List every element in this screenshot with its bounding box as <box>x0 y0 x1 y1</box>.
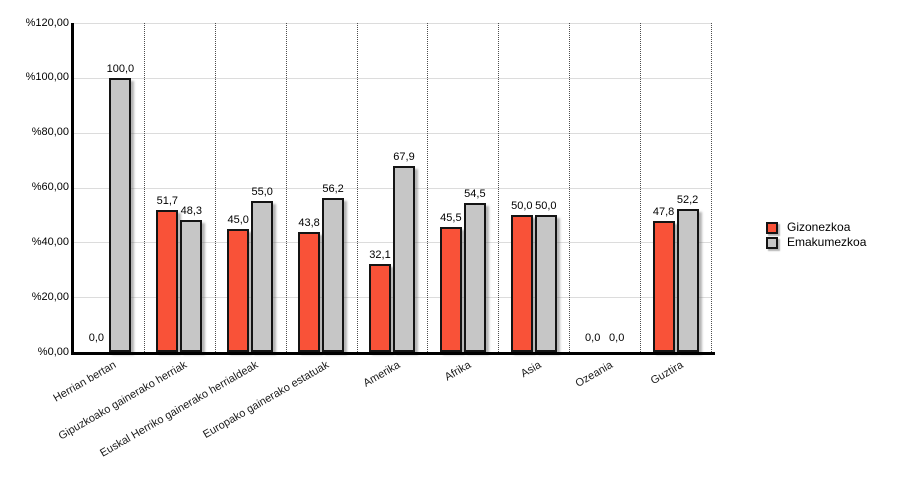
bar-gizonezkoa-9 <box>652 220 675 352</box>
value-label-gizonezkoa-5: 32,1 <box>369 249 391 261</box>
y-tick-label: %80,00 <box>31 126 69 139</box>
bar-emakumezkoa-5 <box>393 165 415 352</box>
value-label-emakumezkoa-2: 48,3 <box>180 204 202 217</box>
value-label-gizonezkoa-8: 0,0 <box>585 332 601 344</box>
value-label-emakumezkoa-9: 52,2 <box>676 193 699 206</box>
value-label-emakumezkoa-4: 56,2 <box>322 182 344 195</box>
y-tick-label: %60,00 <box>31 181 69 193</box>
value-label-emakumezkoa-8: 0,0 <box>609 332 625 344</box>
category-separator <box>427 23 429 352</box>
bar-gizonezkoa-3 <box>227 228 250 352</box>
gridline-100 <box>73 77 711 79</box>
category-separator <box>143 23 145 352</box>
legend-item-gizonezkoa: Gizonezkoa <box>766 220 866 235</box>
bar-emakumezkoa-1 <box>109 77 132 352</box>
value-label-gizonezkoa-9: 47,8 <box>652 205 675 218</box>
bar-gizonezkoa-7 <box>510 214 533 352</box>
y-axis-line <box>71 23 74 355</box>
gridline-60 <box>73 187 711 189</box>
gridline-20 <box>73 297 711 299</box>
legend: Gizonezkoa Emakumezkoa <box>766 220 866 250</box>
x-axis-line <box>71 352 715 355</box>
category-separator <box>498 23 500 352</box>
legend-label-emakumezkoa: Emakumezkoa <box>787 235 867 249</box>
value-label-gizonezkoa-7: 50,0 <box>511 199 533 212</box>
y-tick-label: %40,00 <box>31 235 69 248</box>
gridline-120 <box>73 23 711 24</box>
x-category-label: Asia <box>519 359 544 381</box>
x-category-label: Guztira <box>648 359 686 388</box>
x-category-label: Amerika <box>361 359 402 390</box>
bar-emakumezkoa-2 <box>180 219 203 352</box>
value-label-gizonezkoa-2: 51,7 <box>156 195 178 208</box>
gridline-80 <box>73 132 711 134</box>
y-tick-label: %0,00 <box>37 345 69 358</box>
category-separator <box>569 23 571 352</box>
x-category-label: Gipuzkoako gainerako herriak <box>56 359 190 443</box>
legend-item-emakumezkoa: Emakumezkoa <box>766 235 866 250</box>
bar-emakumezkoa-9 <box>676 208 699 352</box>
value-label-gizonezkoa-1: 0,0 <box>88 332 105 344</box>
y-tick-label: %100,00 <box>25 71 69 84</box>
y-tick-label: %20,00 <box>31 290 69 303</box>
category-separator <box>711 23 712 352</box>
bar-emakumezkoa-3 <box>251 201 274 352</box>
gridline-40 <box>73 242 711 244</box>
x-category-label: Ozeania <box>573 359 615 390</box>
legend-label-gizonezkoa: Gizonezkoa <box>787 220 851 234</box>
category-separator <box>214 23 216 352</box>
legend-swatch-gizonezkoa-icon <box>766 221 778 234</box>
category-separator <box>285 23 287 352</box>
value-label-emakumezkoa-6: 54,5 <box>464 187 486 200</box>
category-separator <box>356 23 358 352</box>
value-label-emakumezkoa-1: 100,0 <box>106 62 135 75</box>
value-label-emakumezkoa-3: 55,0 <box>251 186 273 199</box>
bar-gizonezkoa-4 <box>298 231 321 352</box>
value-label-gizonezkoa-4: 43,8 <box>298 216 320 229</box>
x-category-label: Europako gainerako estatuak <box>201 359 332 441</box>
legend-swatch-emakumezkoa-icon <box>766 236 778 249</box>
bar-gizonezkoa-6 <box>439 227 462 352</box>
value-label-emakumezkoa-7: 50,0 <box>535 199 557 212</box>
bar-gizonezkoa-5 <box>369 264 391 352</box>
bar-emakumezkoa-4 <box>322 197 345 352</box>
x-category-label: Herrian bertan <box>51 359 119 405</box>
y-tick-label: %120,00 <box>25 16 69 29</box>
category-separator <box>640 23 642 352</box>
bar-emakumezkoa-7 <box>534 214 557 352</box>
bar-gizonezkoa-2 <box>156 210 179 352</box>
value-label-gizonezkoa-3: 45,0 <box>227 213 249 226</box>
x-category-label: Afrika <box>442 359 473 384</box>
bar-emakumezkoa-6 <box>463 202 486 352</box>
value-label-gizonezkoa-6: 45,5 <box>440 212 462 225</box>
value-label-emakumezkoa-5: 67,9 <box>393 150 415 163</box>
